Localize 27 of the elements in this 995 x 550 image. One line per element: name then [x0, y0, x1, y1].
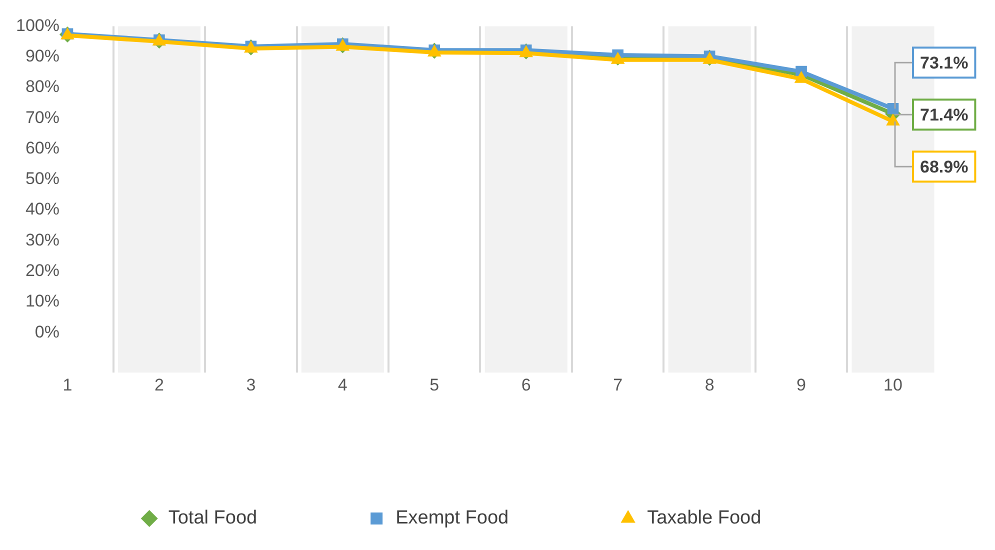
- data-label: 73.1%: [920, 53, 968, 72]
- x-tick-label: 6: [521, 375, 531, 394]
- y-tick-label: 50%: [25, 169, 60, 188]
- data-label: 71.4%: [920, 105, 968, 124]
- x-tick-label: 9: [796, 375, 806, 394]
- y-tick-label: 70%: [25, 108, 60, 127]
- legend-label: Total Food: [168, 508, 258, 529]
- legend-label: Taxable Food: [647, 508, 762, 529]
- x-tick-label: 10: [884, 375, 902, 394]
- x-tick-label: 2: [154, 375, 164, 394]
- x-tick-label: 3: [246, 375, 256, 394]
- y-tick-label: 10%: [25, 292, 60, 311]
- x-tick-label: 5: [430, 375, 440, 394]
- y-tick-label: 90%: [25, 46, 60, 66]
- y-tick-label: 60%: [25, 138, 60, 158]
- y-tick-label: 0%: [34, 322, 60, 342]
- legend-label: Exempt Food: [396, 508, 509, 529]
- y-tick-label: 40%: [25, 200, 60, 219]
- y-tick-label: 100%: [16, 16, 60, 35]
- x-tick-label: 4: [338, 375, 348, 394]
- data-label: 68.9%: [920, 157, 968, 176]
- y-tick-label: 30%: [25, 230, 60, 250]
- x-tick-label: 1: [62, 375, 72, 394]
- y-tick-label: 80%: [25, 77, 60, 96]
- y-tick-label: 20%: [25, 261, 60, 280]
- x-tick-label: 8: [704, 375, 714, 394]
- x-tick-label: 7: [613, 375, 623, 394]
